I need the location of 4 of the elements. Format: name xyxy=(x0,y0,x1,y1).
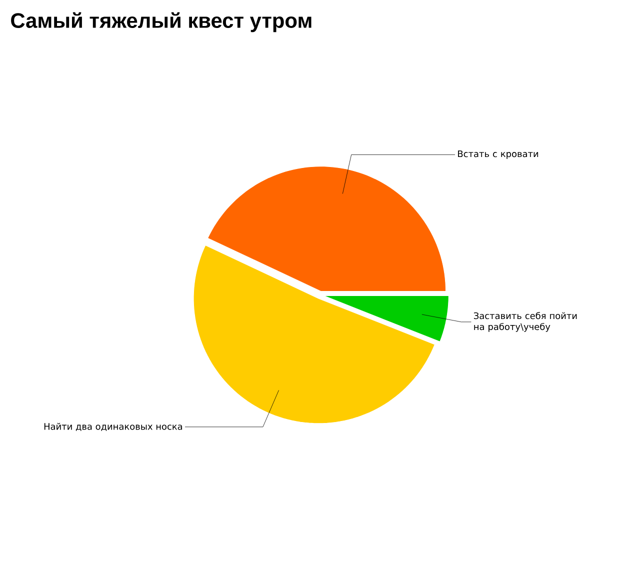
slice-label: Встать с кровати xyxy=(458,150,538,159)
slice-label: Заставить себя пойти на работу\учебу xyxy=(474,312,577,332)
slice-label: Найти два одинаковых носка xyxy=(44,422,182,431)
chart-title: Самый тяжелый квест утром xyxy=(11,12,312,32)
